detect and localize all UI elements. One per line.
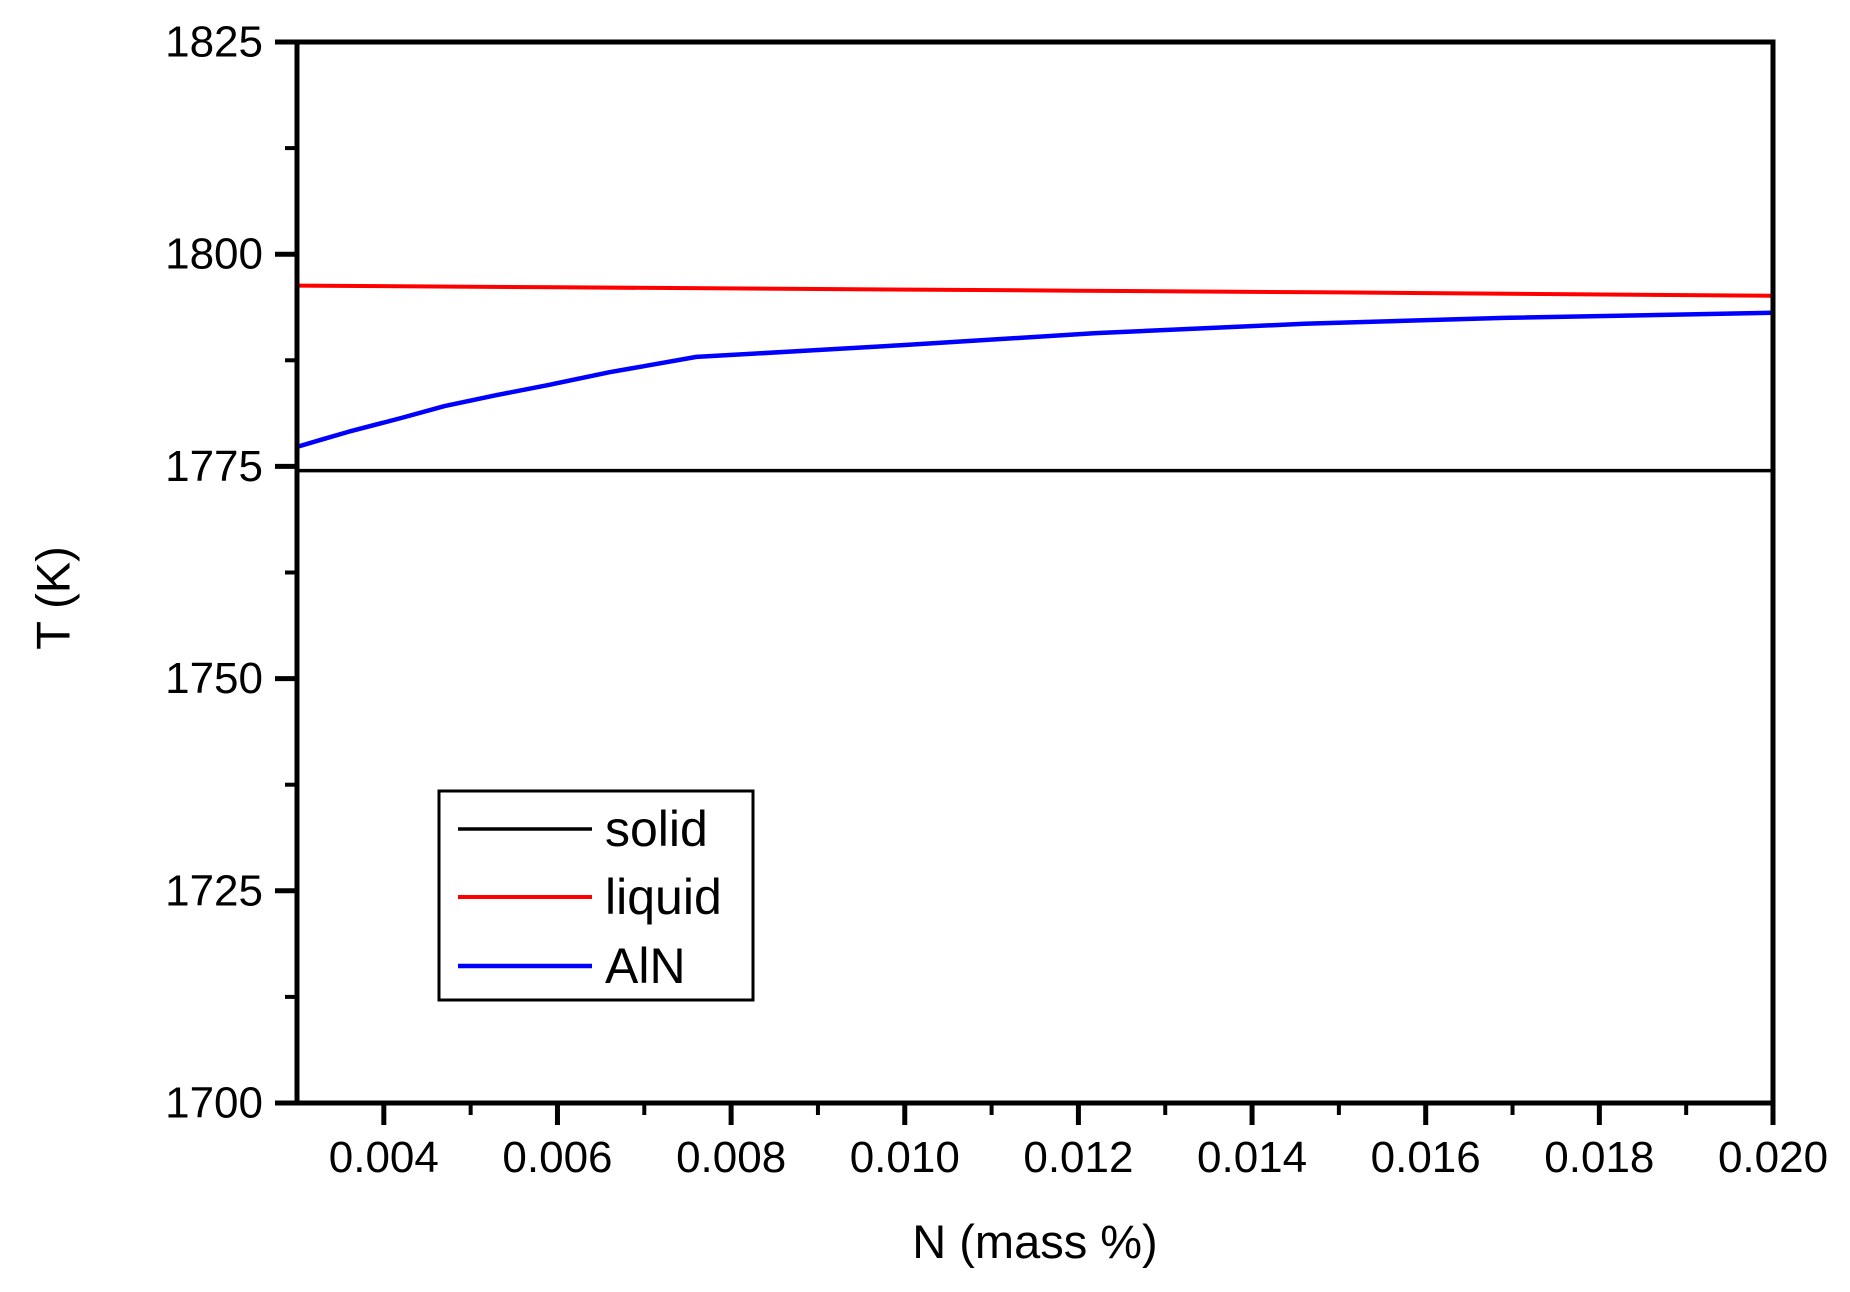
x-axis-title: N (mass %) xyxy=(912,1215,1157,1268)
x-tick-label: 0.006 xyxy=(502,1133,612,1182)
series-line-aln xyxy=(296,310,1774,450)
x-tick-label: 0.010 xyxy=(850,1133,960,1182)
y-tick-label: 1750 xyxy=(165,654,263,703)
x-tick-label: 0.012 xyxy=(1023,1133,1133,1182)
x-tick-label: 0.008 xyxy=(676,1133,786,1182)
ticks-layer: 0.004 0.006 0.008 0.010 0.012 0.014 0.016 0.018… xyxy=(165,18,1828,1183)
legend: solid liquid AlN xyxy=(437,789,755,1002)
y-axis-title: T (K) xyxy=(27,546,80,650)
y-tick-label: 1825 xyxy=(165,18,263,67)
x-tick-label: 0.020 xyxy=(1718,1133,1828,1182)
legend-label-liquid: liquid xyxy=(605,869,722,925)
legend-label-solid: solid xyxy=(605,801,708,857)
x-tick-label: 0.016 xyxy=(1371,1133,1481,1182)
y-tick-label: 1775 xyxy=(165,442,263,491)
series-line-liquid xyxy=(296,283,1774,298)
legend-label-aln: AlN xyxy=(605,938,686,994)
series-layer xyxy=(296,283,1774,473)
x-tick-label: 0.004 xyxy=(329,1133,439,1182)
y-tick-label: 1700 xyxy=(165,1079,263,1128)
y-tick-label: 1725 xyxy=(165,866,263,915)
y-tick-label: 1800 xyxy=(165,230,263,279)
x-tick-label: 0.014 xyxy=(1197,1133,1307,1182)
x-tick-label: 0.018 xyxy=(1544,1133,1654,1182)
